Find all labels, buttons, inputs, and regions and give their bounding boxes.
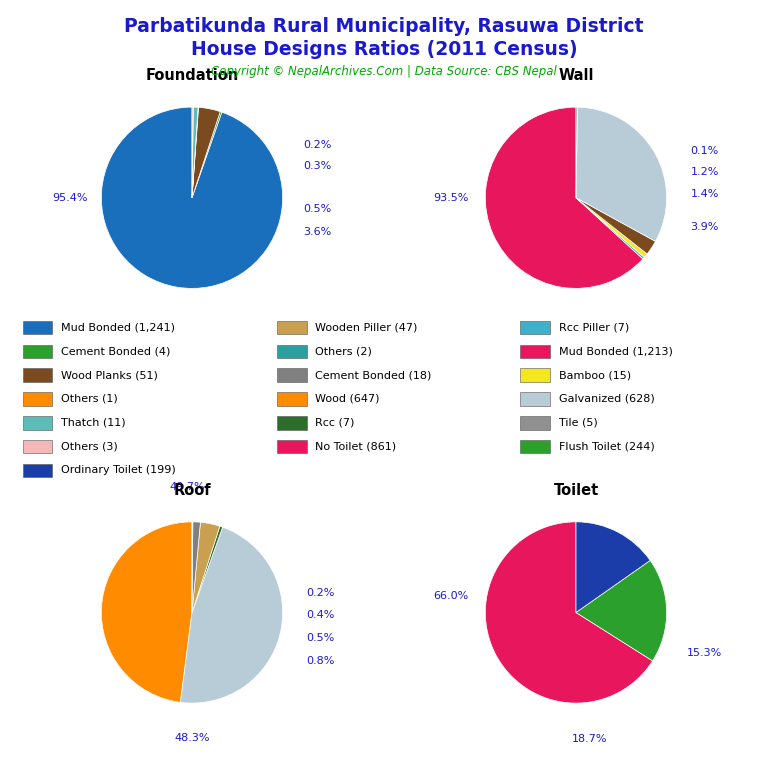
Wedge shape bbox=[192, 108, 220, 198]
FancyBboxPatch shape bbox=[521, 440, 550, 453]
Text: 95.4%: 95.4% bbox=[52, 193, 88, 203]
Title: Foundation: Foundation bbox=[145, 68, 239, 83]
FancyBboxPatch shape bbox=[23, 416, 52, 429]
Text: 93.5%: 93.5% bbox=[433, 193, 468, 203]
FancyBboxPatch shape bbox=[521, 321, 550, 334]
Text: 18.7%: 18.7% bbox=[572, 734, 607, 744]
Text: 0.3%: 0.3% bbox=[303, 161, 331, 171]
FancyBboxPatch shape bbox=[521, 369, 550, 382]
Wedge shape bbox=[192, 526, 223, 613]
Wedge shape bbox=[192, 522, 193, 613]
Wedge shape bbox=[192, 111, 222, 198]
FancyBboxPatch shape bbox=[521, 416, 550, 429]
Text: House Designs Ratios (2011 Census): House Designs Ratios (2011 Census) bbox=[190, 40, 578, 59]
FancyBboxPatch shape bbox=[23, 464, 52, 477]
FancyBboxPatch shape bbox=[277, 321, 306, 334]
FancyBboxPatch shape bbox=[277, 345, 306, 358]
Wedge shape bbox=[576, 561, 667, 661]
Text: 3.6%: 3.6% bbox=[303, 227, 331, 237]
Text: 15.3%: 15.3% bbox=[687, 648, 723, 658]
FancyBboxPatch shape bbox=[23, 369, 52, 382]
Wedge shape bbox=[192, 522, 200, 613]
Text: 0.2%: 0.2% bbox=[303, 141, 331, 151]
FancyBboxPatch shape bbox=[277, 369, 306, 382]
Text: 3.9%: 3.9% bbox=[690, 222, 719, 232]
FancyBboxPatch shape bbox=[277, 392, 306, 406]
Text: Cement Bonded (4): Cement Bonded (4) bbox=[61, 346, 170, 356]
FancyBboxPatch shape bbox=[277, 440, 306, 453]
Text: No Toilet (861): No Toilet (861) bbox=[316, 442, 396, 452]
Wedge shape bbox=[192, 107, 194, 198]
FancyBboxPatch shape bbox=[521, 345, 550, 358]
FancyBboxPatch shape bbox=[521, 392, 550, 406]
Text: 1.2%: 1.2% bbox=[690, 167, 719, 177]
Wedge shape bbox=[101, 107, 283, 288]
Wedge shape bbox=[180, 527, 283, 703]
Text: Wooden Piller (47): Wooden Piller (47) bbox=[316, 323, 418, 333]
Text: Mud Bonded (1,241): Mud Bonded (1,241) bbox=[61, 323, 175, 333]
Text: 66.0%: 66.0% bbox=[433, 591, 468, 601]
Text: 0.4%: 0.4% bbox=[306, 611, 335, 621]
Text: 0.1%: 0.1% bbox=[690, 146, 719, 156]
Text: Mud Bonded (1,213): Mud Bonded (1,213) bbox=[559, 346, 673, 356]
FancyBboxPatch shape bbox=[23, 392, 52, 406]
Text: Others (3): Others (3) bbox=[61, 442, 118, 452]
Text: Bamboo (15): Bamboo (15) bbox=[559, 370, 631, 380]
Text: Tile (5): Tile (5) bbox=[559, 418, 598, 428]
Text: Wood Planks (51): Wood Planks (51) bbox=[61, 370, 158, 380]
Text: Thatch (11): Thatch (11) bbox=[61, 418, 126, 428]
FancyBboxPatch shape bbox=[277, 416, 306, 429]
Text: 0.2%: 0.2% bbox=[306, 588, 335, 598]
FancyBboxPatch shape bbox=[23, 345, 52, 358]
Text: Rcc Piller (7): Rcc Piller (7) bbox=[559, 323, 629, 333]
Text: Flush Toilet (244): Flush Toilet (244) bbox=[559, 442, 654, 452]
Text: Galvanized (628): Galvanized (628) bbox=[559, 394, 654, 404]
Title: Roof: Roof bbox=[174, 483, 210, 498]
Wedge shape bbox=[485, 107, 643, 288]
Wedge shape bbox=[192, 522, 220, 613]
Wedge shape bbox=[576, 522, 650, 613]
Text: 1.4%: 1.4% bbox=[690, 189, 719, 199]
Text: 48.3%: 48.3% bbox=[174, 733, 210, 743]
Title: Wall: Wall bbox=[558, 68, 594, 83]
Wedge shape bbox=[101, 522, 192, 703]
Text: Ordinary Toilet (199): Ordinary Toilet (199) bbox=[61, 465, 176, 475]
Text: Others (1): Others (1) bbox=[61, 394, 118, 404]
Text: 0.8%: 0.8% bbox=[306, 656, 335, 666]
Text: Rcc (7): Rcc (7) bbox=[316, 418, 355, 428]
Title: Toilet: Toilet bbox=[554, 483, 598, 498]
Text: 49.7%: 49.7% bbox=[170, 482, 205, 492]
Wedge shape bbox=[576, 198, 647, 257]
Wedge shape bbox=[576, 198, 644, 259]
FancyBboxPatch shape bbox=[23, 440, 52, 453]
Wedge shape bbox=[192, 108, 198, 198]
Text: Wood (647): Wood (647) bbox=[316, 394, 380, 404]
Text: 0.5%: 0.5% bbox=[303, 204, 331, 214]
Wedge shape bbox=[576, 107, 578, 198]
Wedge shape bbox=[485, 522, 653, 703]
Wedge shape bbox=[576, 198, 655, 254]
Text: 0.5%: 0.5% bbox=[306, 633, 335, 643]
Wedge shape bbox=[576, 108, 667, 241]
Text: Cement Bonded (18): Cement Bonded (18) bbox=[316, 370, 432, 380]
Text: Copyright © NepalArchives.Com | Data Source: CBS Nepal: Copyright © NepalArchives.Com | Data Sou… bbox=[211, 65, 557, 78]
Wedge shape bbox=[192, 108, 198, 198]
Text: Parbatikunda Rural Municipality, Rasuwa District: Parbatikunda Rural Municipality, Rasuwa … bbox=[124, 17, 644, 36]
FancyBboxPatch shape bbox=[23, 321, 52, 334]
Text: Others (2): Others (2) bbox=[316, 346, 372, 356]
